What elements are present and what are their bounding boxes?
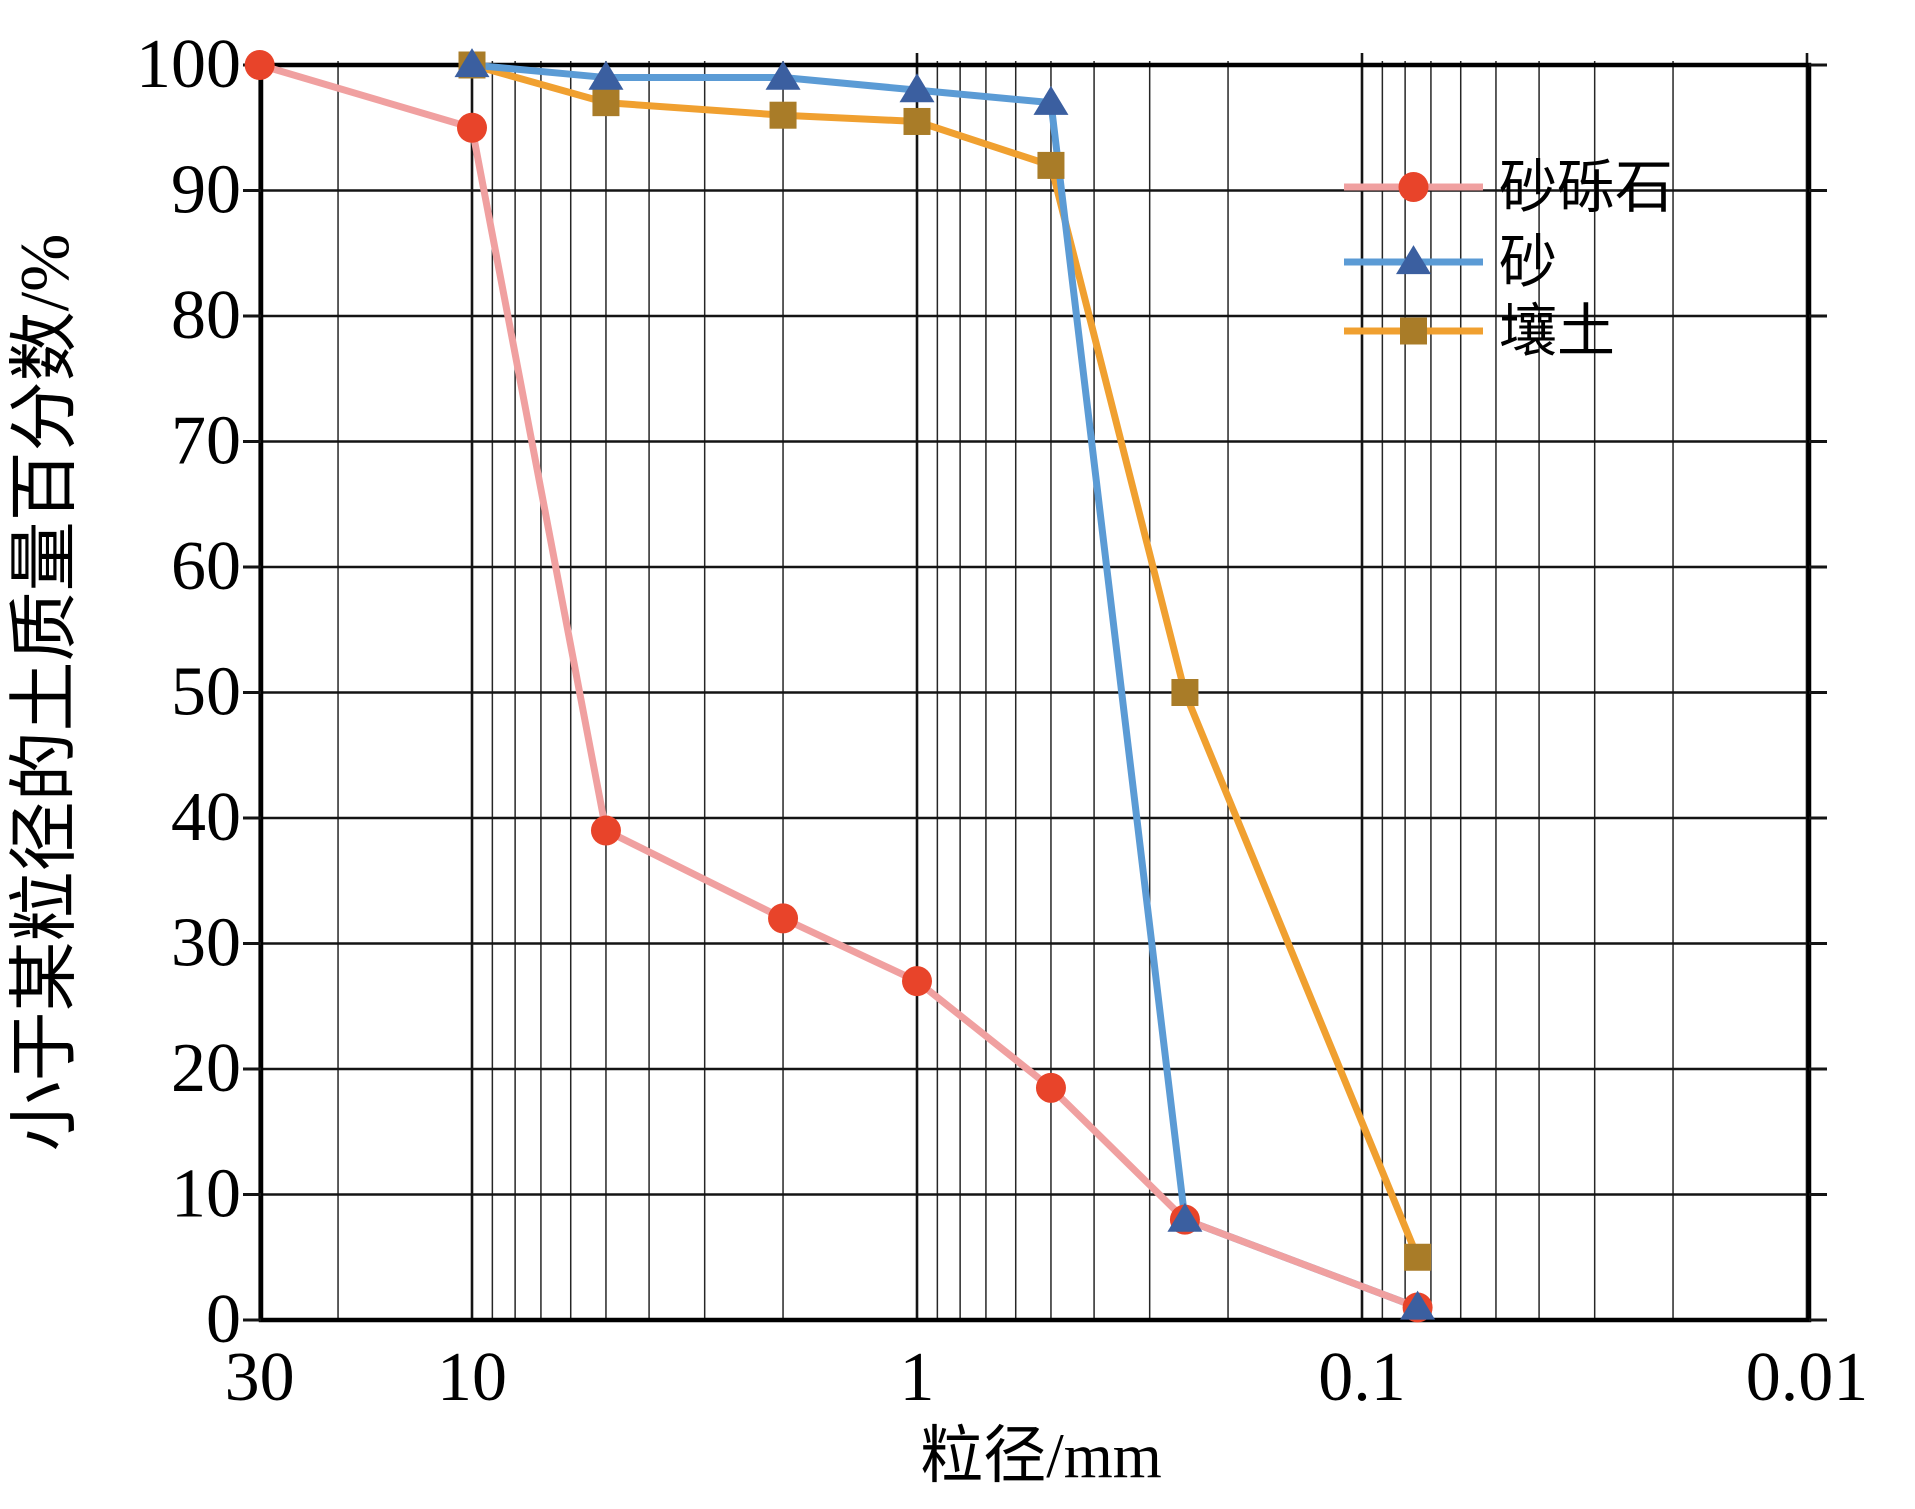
svg-text:70: 70: [171, 403, 241, 480]
svg-text:50: 50: [171, 654, 241, 731]
svg-text:10: 10: [437, 1339, 507, 1416]
svg-text:砂: 砂: [1499, 230, 1557, 295]
svg-text:10: 10: [171, 1156, 241, 1233]
svg-text:粒径/mm: 粒径/mm: [920, 1421, 1162, 1491]
svg-text:40: 40: [171, 779, 241, 856]
svg-text:90: 90: [171, 152, 241, 229]
svg-text:1: 1: [900, 1339, 935, 1416]
svg-text:100: 100: [136, 26, 241, 103]
svg-text:60: 60: [171, 528, 241, 605]
svg-text:80: 80: [171, 277, 241, 354]
svg-text:小于某粒径的土质量百分数/%: 小于某粒径的土质量百分数/%: [7, 234, 84, 1152]
svg-text:0.1: 0.1: [1318, 1339, 1406, 1416]
svg-text:砂砾石: 砂砾石: [1499, 155, 1673, 220]
svg-text:0.01: 0.01: [1746, 1339, 1869, 1416]
svg-text:30: 30: [225, 1339, 295, 1416]
svg-text:壤土: 壤土: [1499, 299, 1615, 364]
svg-text:30: 30: [171, 905, 241, 982]
svg-text:20: 20: [171, 1030, 241, 1107]
